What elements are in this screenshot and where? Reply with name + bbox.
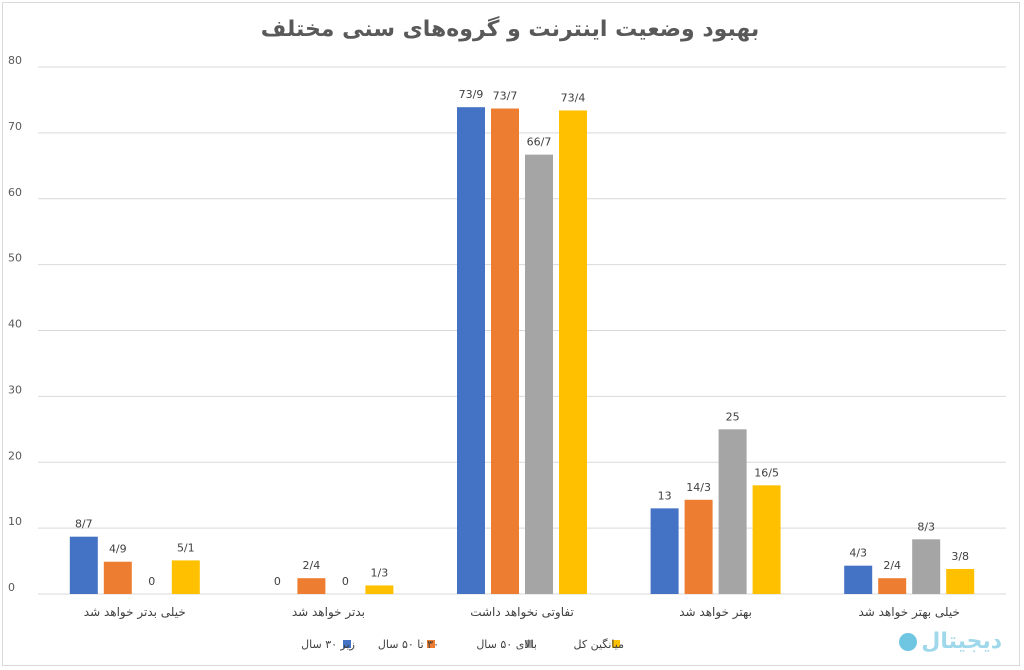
gridlines	[38, 66, 1006, 595]
bar	[457, 107, 485, 594]
data-label: 0	[274, 575, 281, 588]
x-tick-label: بدتر خواهد شد	[292, 605, 365, 620]
data-label: 66/7	[527, 136, 552, 149]
data-label: 16/5	[754, 466, 779, 479]
data-label: 73/9	[459, 88, 484, 101]
data-label: 4/3	[849, 547, 867, 560]
data-label: 14/3	[686, 481, 711, 494]
bar	[69, 536, 98, 594]
x-axis: خیلی بدتر خواهد شد بدتر خواهد شد تفاوتی نخ…	[84, 605, 960, 620]
data-label: 8/7	[75, 518, 93, 531]
bar	[912, 539, 941, 594]
data-label: 0	[342, 575, 349, 588]
legend-label: بالای ۵۰ سال	[476, 638, 537, 651]
data-label: 8/3	[917, 520, 935, 533]
legend-label: ۳۰ تا ۵۰ سال	[378, 638, 439, 651]
chart-title: بهبود وضعیت اینترنت و گروه‌های سنی مختلف	[261, 15, 759, 42]
x-tick-label: بهتر خواهد شد	[679, 605, 752, 620]
bar	[103, 561, 132, 594]
data-label: 5/1	[177, 541, 195, 554]
data-label: 2/4	[883, 559, 901, 572]
bars	[69, 107, 975, 594]
legend-swatch	[612, 640, 620, 648]
data-label: 13	[658, 489, 672, 502]
y-tick-label: 40	[8, 318, 22, 331]
data-label: 4/9	[109, 543, 127, 556]
legend-label: میانگین کل	[574, 638, 625, 651]
bar	[559, 110, 587, 594]
y-tick-label: 10	[8, 515, 22, 528]
bar	[650, 508, 679, 594]
bar	[946, 568, 975, 594]
data-label: 25	[726, 410, 740, 423]
bar	[525, 154, 553, 594]
x-tick-label: خیلی بهتر خواهد شد	[858, 605, 960, 620]
legend-swatch	[343, 640, 351, 648]
data-label: 73/7	[493, 90, 518, 103]
data-label: 73/4	[561, 91, 586, 104]
y-tick-label: 30	[8, 383, 22, 396]
bar	[844, 565, 873, 594]
bar	[752, 485, 781, 594]
legend-label: زیر ۳۰ سال	[301, 638, 355, 651]
y-tick-label: 20	[8, 449, 22, 462]
y-tick-label: 80	[8, 54, 22, 67]
y-tick-label: 60	[8, 186, 22, 199]
data-label: 3/8	[951, 550, 969, 563]
y-tick-label: 50	[8, 252, 22, 265]
legend-swatch	[427, 640, 435, 648]
legend: زیر ۳۰ سال ۳۰ تا ۵۰ سال بالای ۵۰ سال میانگی…	[301, 638, 624, 651]
data-label: 1/3	[371, 566, 389, 579]
y-tick-label: 0	[8, 581, 15, 594]
legend-swatch	[525, 640, 533, 648]
data-label: 0	[148, 575, 155, 588]
watermark-text: دیجیتال	[921, 629, 1002, 654]
bar	[684, 499, 713, 594]
data-labels: 8/7 4/9 0 5/1 0 2/4 0 1/3 73/9 73/7 66/7 73/4 13 14/3…	[75, 88, 969, 588]
bar	[297, 578, 326, 594]
y-axis: 0 10 20 30 40 50 60 70 80	[8, 54, 22, 594]
bar	[491, 108, 519, 594]
bar	[878, 578, 907, 594]
x-tick-label: تفاوتی نخواهد داشت	[470, 605, 574, 620]
bar	[171, 560, 200, 594]
watermark-logo: دیجیتال	[899, 629, 1002, 654]
data-label: 2/4	[303, 559, 321, 572]
bar	[365, 585, 394, 594]
bar	[718, 429, 747, 594]
x-tick-label: خیلی بدتر خواهد شد	[84, 605, 186, 620]
logo-icon	[899, 633, 918, 651]
y-tick-label: 70	[8, 120, 22, 133]
